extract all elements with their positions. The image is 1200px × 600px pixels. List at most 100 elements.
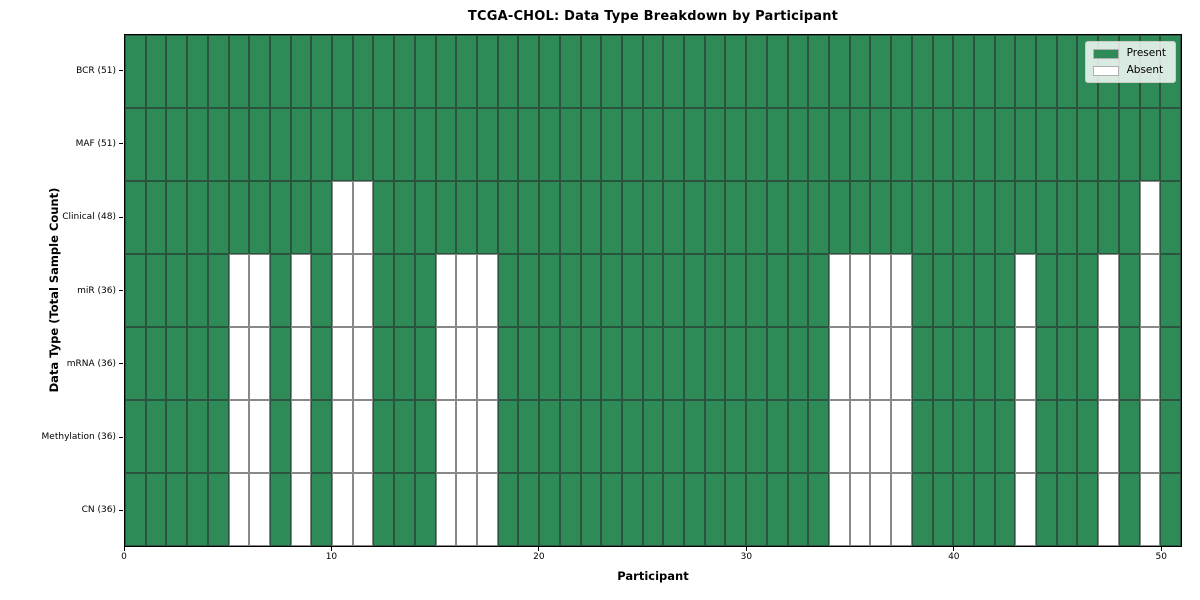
matrix-cell-miR-29 [725, 254, 747, 327]
matrix-cell-Clinical-38 [911, 181, 933, 254]
matrix-cell-mRNA-35 [849, 327, 871, 400]
matrix-cell-Clinical-22 [580, 181, 602, 254]
matrix-cell-MAF-17 [477, 108, 498, 181]
matrix-cell-Methylation-43 [1015, 400, 1037, 473]
matrix-cell-BCR-40 [953, 35, 974, 108]
matrix-cell-Clinical-37 [891, 181, 912, 254]
matrix-cell-Clinical-24 [621, 181, 643, 254]
matrix-cell-miR-0 [125, 254, 146, 327]
matrix-cell-CN-45 [1056, 473, 1078, 546]
matrix-cell-Clinical-35 [849, 181, 871, 254]
matrix-cell-miR-32 [787, 254, 809, 327]
matrix-cell-MAF-37 [891, 108, 912, 181]
matrix-cell-BCR-3 [187, 35, 208, 108]
matrix-cell-Methylation-24 [621, 400, 643, 473]
matrix-cell-miR-41 [973, 254, 995, 327]
matrix-cell-Methylation-36 [870, 400, 892, 473]
matrix-cell-CN-25 [642, 473, 664, 546]
matrix-cell-Clinical-7 [269, 181, 291, 254]
matrix-cell-mRNA-1 [145, 327, 167, 400]
matrix-cell-CN-32 [787, 473, 809, 546]
matrix-cell-Methylation-35 [849, 400, 871, 473]
matrix-cell-Clinical-44 [1036, 181, 1057, 254]
matrix-cell-MAF-39 [932, 108, 954, 181]
matrix-cell-miR-42 [994, 254, 1016, 327]
matrix-cell-MAF-26 [663, 108, 685, 181]
matrix-cell-Clinical-50 [1160, 181, 1181, 254]
matrix-cell-mRNA-46 [1077, 327, 1099, 400]
matrix-cell-miR-7 [269, 254, 291, 327]
matrix-cell-BCR-8 [290, 35, 312, 108]
matrix-cell-miR-23 [601, 254, 622, 327]
matrix-cell-CN-20 [539, 473, 560, 546]
matrix-cell-Methylation-50 [1160, 400, 1181, 473]
matrix-cell-miR-22 [580, 254, 602, 327]
matrix-cell-MAF-18 [497, 108, 519, 181]
matrix-cell-miR-34 [829, 254, 850, 327]
matrix-cell-Methylation-7 [269, 400, 291, 473]
matrix-cell-CN-2 [166, 473, 188, 546]
matrix-cell-Clinical-13 [394, 181, 415, 254]
matrix-cell-BCR-20 [539, 35, 560, 108]
matrix-cell-BCR-35 [849, 35, 871, 108]
matrix-cell-MAF-46 [1077, 108, 1099, 181]
matrix-cell-CN-1 [145, 473, 167, 546]
matrix-cell-Clinical-8 [290, 181, 312, 254]
matrix-cell-CN-8 [290, 473, 312, 546]
matrix-cell-Methylation-38 [911, 400, 933, 473]
matrix-cell-BCR-12 [373, 35, 395, 108]
matrix-cell-miR-1 [145, 254, 167, 327]
matrix-cell-CN-35 [849, 473, 871, 546]
matrix-cell-MAF-23 [601, 108, 622, 181]
matrix-cell-miR-48 [1118, 254, 1140, 327]
matrix-cell-mRNA-18 [497, 327, 519, 400]
matrix-cell-BCR-11 [352, 35, 374, 108]
matrix-cell-Clinical-15 [435, 181, 457, 254]
matrix-cell-mRNA-50 [1160, 327, 1181, 400]
matrix-cell-BCR-7 [269, 35, 291, 108]
matrix-cell-MAF-11 [352, 108, 374, 181]
matrix-cell-miR-45 [1056, 254, 1078, 327]
matrix-cell-BCR-28 [704, 35, 726, 108]
matrix-cell-CN-9 [311, 473, 333, 546]
matrix-cell-BCR-30 [746, 35, 767, 108]
matrix-cell-BCR-27 [684, 35, 705, 108]
matrix-cell-Methylation-29 [725, 400, 747, 473]
matrix-cell-Methylation-39 [932, 400, 954, 473]
matrix-cell-mRNA-14 [414, 327, 436, 400]
matrix-cell-CN-37 [891, 473, 912, 546]
matrix-cell-BCR-43 [1015, 35, 1037, 108]
matrix-cell-Methylation-44 [1036, 400, 1057, 473]
matrix-cell-Methylation-9 [311, 400, 333, 473]
matrix-cell-MAF-44 [1036, 108, 1057, 181]
matrix-cell-MAF-47 [1098, 108, 1119, 181]
matrix-cell-mRNA-32 [787, 327, 809, 400]
matrix-cell-CN-47 [1098, 473, 1119, 546]
matrix-cell-CN-0 [125, 473, 146, 546]
y-tick-label-miR: miR (36) [77, 285, 116, 296]
matrix-cell-CN-7 [269, 473, 291, 546]
matrix-cell-miR-37 [891, 254, 912, 327]
x-tick-mark [330, 547, 332, 551]
matrix-cell-MAF-42 [994, 108, 1016, 181]
matrix-cell-Clinical-12 [373, 181, 395, 254]
matrix-cell-Clinical-40 [953, 181, 974, 254]
matrix-cell-Methylation-16 [456, 400, 477, 473]
matrix-cell-MAF-31 [766, 108, 788, 181]
matrix-cell-BCR-39 [932, 35, 954, 108]
matrix-cell-CN-31 [766, 473, 788, 546]
matrix-cell-mRNA-17 [477, 327, 498, 400]
matrix-cell-Methylation-26 [663, 400, 685, 473]
matrix-cell-MAF-43 [1015, 108, 1037, 181]
x-tick-label: 30 [740, 552, 753, 562]
matrix-cell-miR-10 [332, 254, 353, 327]
matrix-cell-miR-39 [932, 254, 954, 327]
matrix-cell-Methylation-1 [145, 400, 167, 473]
matrix-cell-miR-46 [1077, 254, 1099, 327]
matrix-cell-MAF-30 [746, 108, 767, 181]
x-tick-mark [953, 547, 955, 551]
matrix-cell-mRNA-43 [1015, 327, 1037, 400]
matrix-cell-Methylation-33 [808, 400, 829, 473]
matrix-cell-mRNA-15 [435, 327, 457, 400]
x-tick-mark [1160, 547, 1162, 551]
